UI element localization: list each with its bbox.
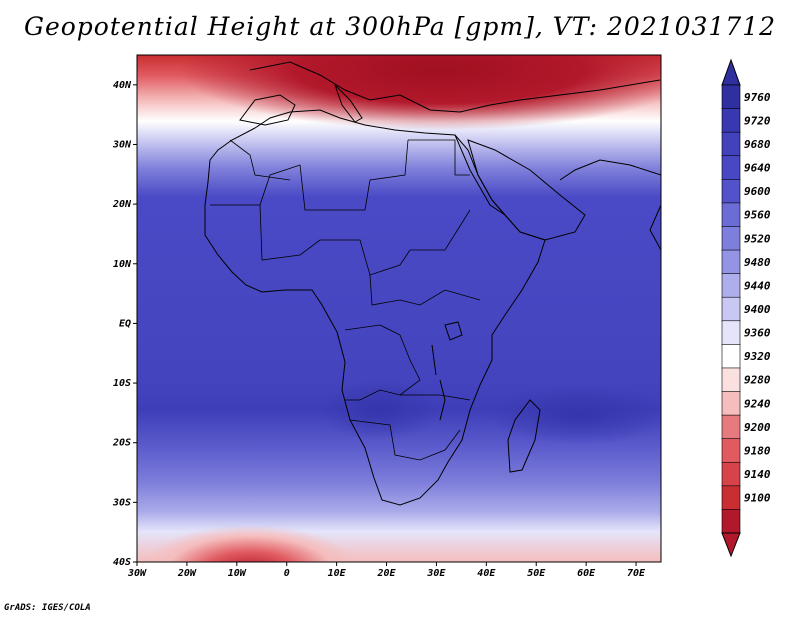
colorbar-segment: [721, 249, 741, 275]
colorbar-label: 9680: [744, 138, 771, 151]
colorbar-segment: [721, 509, 741, 534]
colorbar-segment: [721, 84, 741, 110]
y-tick-label: 20N: [112, 199, 132, 210]
persian-gulf: [559, 159, 661, 181]
africa-coastline: [204, 109, 546, 506]
colorbar-label: 9280: [744, 374, 771, 387]
x-tick-label: 0: [284, 568, 290, 579]
map-frame: [136, 54, 662, 563]
iberia: [239, 94, 296, 126]
x-tick-label: 40E: [477, 568, 496, 579]
colorbar-segment: [721, 179, 741, 204]
colorbar-label: 9400: [744, 303, 771, 316]
colorbar-label: 9760: [744, 91, 771, 104]
india-coast: [649, 204, 661, 251]
colorbar-label: 9600: [744, 185, 771, 198]
y-axis: 40S 30S 20S 10S EQ 10N 20N 30N 40N: [112, 80, 137, 568]
colorbar-segment: [721, 461, 741, 487]
x-tick-label: 60E: [577, 568, 596, 579]
border: [344, 324, 421, 401]
lake-tanganyika: [431, 344, 437, 376]
colorbar-segment: [721, 438, 741, 464]
height-field: [137, 55, 661, 562]
colorbar-bottom-arrow: [721, 532, 741, 558]
colorbar-segment: [721, 414, 741, 440]
border: [369, 274, 481, 306]
colorbar-segment: [721, 202, 741, 228]
colorbar-segment: [721, 226, 741, 251]
colorbar-segment: [721, 155, 741, 181]
colorbar-label: 9200: [744, 421, 771, 434]
x-tick-label: 30W: [127, 568, 147, 579]
border: [400, 394, 471, 401]
colorbar: 9760 9720 9680 9640 9600 9560 9520 9480 9440 9400…: [721, 58, 771, 558]
border: [210, 139, 409, 211]
x-tick-label: 20W: [177, 568, 197, 579]
colorbar-label: 9360: [744, 327, 771, 340]
y-tick-label: 30N: [112, 139, 132, 150]
colorbar-label: 9480: [744, 256, 771, 269]
x-tick-label: 10E: [328, 568, 347, 579]
red-sea: [454, 134, 506, 216]
lake-malawi: [439, 379, 446, 421]
colorbar-segment: [721, 391, 741, 416]
colorbar-segment: [721, 320, 741, 346]
y-tick-label: 20S: [112, 438, 131, 449]
madagascar: [507, 399, 541, 473]
colorbar-segment: [721, 108, 741, 133]
y-tick-label: 10S: [113, 378, 131, 389]
y-tick-label: 40S: [113, 557, 131, 568]
colorbar-top-arrow: [721, 58, 741, 86]
colorbar-label: 9320: [744, 350, 771, 363]
border: [410, 209, 471, 251]
x-axis: 30W 20W 10W 0 10E 20E 30E 40E 50E 60E 70E: [127, 562, 646, 579]
italy: [334, 84, 363, 123]
country-borders: [210, 139, 481, 461]
map-title: Geopotential Height at 300hPa [gpm], VT:…: [23, 12, 777, 41]
colorbar-segment: [721, 344, 741, 369]
border: [229, 139, 291, 181]
arabia: [467, 139, 586, 241]
colorbar-segment: [721, 485, 741, 511]
lake-victoria: [444, 321, 463, 341]
colorbar-label: 9240: [744, 397, 771, 410]
europe-coast: [249, 61, 661, 113]
colorbar-label: 9440: [744, 279, 771, 292]
border: [259, 204, 411, 276]
x-tick-label: 70E: [627, 568, 646, 579]
colorbar-segment: [721, 273, 741, 299]
colorbar-label: 9100: [744, 492, 771, 505]
border: [349, 419, 461, 461]
border: [408, 139, 470, 176]
colorbar-segment: [721, 296, 741, 322]
coastlines: [204, 61, 661, 506]
colorbar-label: 9560: [744, 209, 771, 222]
colorbar-label: 9520: [744, 232, 771, 245]
x-tick-label: 30E: [426, 568, 446, 579]
colorbar-segment: [721, 367, 741, 393]
colorbar-label: 9180: [744, 444, 771, 457]
colorbar-label: 9720: [744, 114, 771, 127]
colorbar-label: 9640: [744, 162, 771, 175]
y-tick-label: 10N: [113, 259, 132, 270]
colorbar-segment: [721, 131, 741, 157]
x-tick-label: 20E: [376, 568, 396, 579]
y-tick-label: 30S: [112, 497, 131, 508]
x-tick-label: 50E: [527, 568, 546, 579]
x-tick-label: 10W: [228, 568, 247, 579]
y-tick-label: EQ: [119, 318, 131, 329]
colorbar-label: 9140: [744, 468, 771, 481]
grads-credit: GrADS: IGES/COLA: [4, 603, 91, 613]
y-tick-label: 40N: [113, 80, 132, 91]
